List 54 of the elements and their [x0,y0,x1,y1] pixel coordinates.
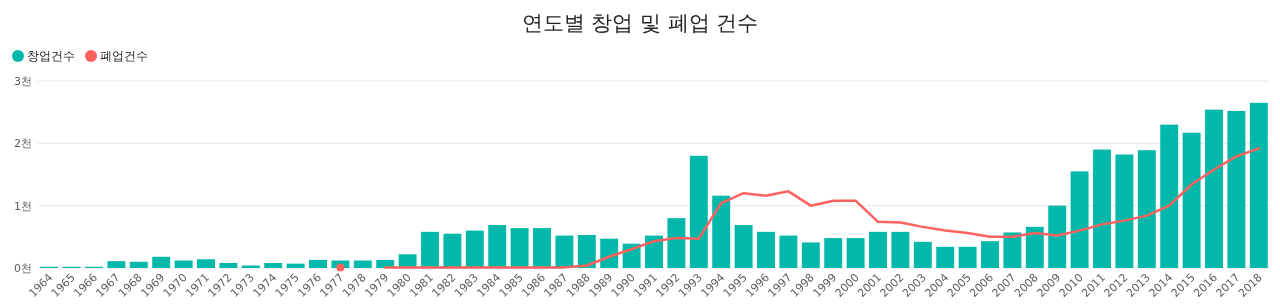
bar [1137,150,1156,268]
bar [600,238,619,268]
bar [801,242,820,268]
bar [421,231,439,268]
bar [667,218,686,268]
bar [1093,149,1111,268]
bar [488,224,507,268]
bar [1025,226,1044,268]
bar [913,241,932,268]
bar [1070,171,1089,268]
bar [107,261,126,268]
bar [824,238,843,268]
y-tick-label: 0천 [14,262,32,275]
bar [555,235,574,268]
bar [1227,110,1246,268]
bar [1160,124,1179,268]
bar [981,241,999,268]
legend-label: 폐업건수 [100,49,148,63]
bar [846,238,865,268]
bar [533,228,551,268]
bar [264,263,283,268]
bar [197,259,215,268]
bar [936,246,955,268]
bar [577,234,596,268]
bar [1182,132,1201,268]
bar [443,233,462,268]
bar [1048,205,1067,268]
y-tick-label: 3천 [14,75,32,88]
bar [465,230,484,268]
bar [1003,232,1022,268]
bar [958,246,977,268]
bar [645,235,663,268]
bar [152,256,171,268]
bar [734,224,753,268]
legend-label: 창업건수 [27,49,75,63]
bar [891,231,910,268]
bar [309,259,327,268]
y-tick-label: 2천 [14,137,32,151]
bar [1115,154,1134,268]
bar [689,155,708,268]
y-tick-label: 1천 [14,199,32,213]
bar [1249,102,1268,268]
chart-title: 연도별 창업 및 폐업 건수 [521,11,759,35]
bar [757,231,775,268]
bar [174,260,193,268]
bar [219,263,238,268]
bar [712,195,731,268]
bar [286,263,305,268]
bar [129,261,148,268]
bar [779,235,798,268]
bar [1205,109,1223,268]
bar [353,260,372,268]
bar [510,228,529,268]
bar [869,231,887,268]
